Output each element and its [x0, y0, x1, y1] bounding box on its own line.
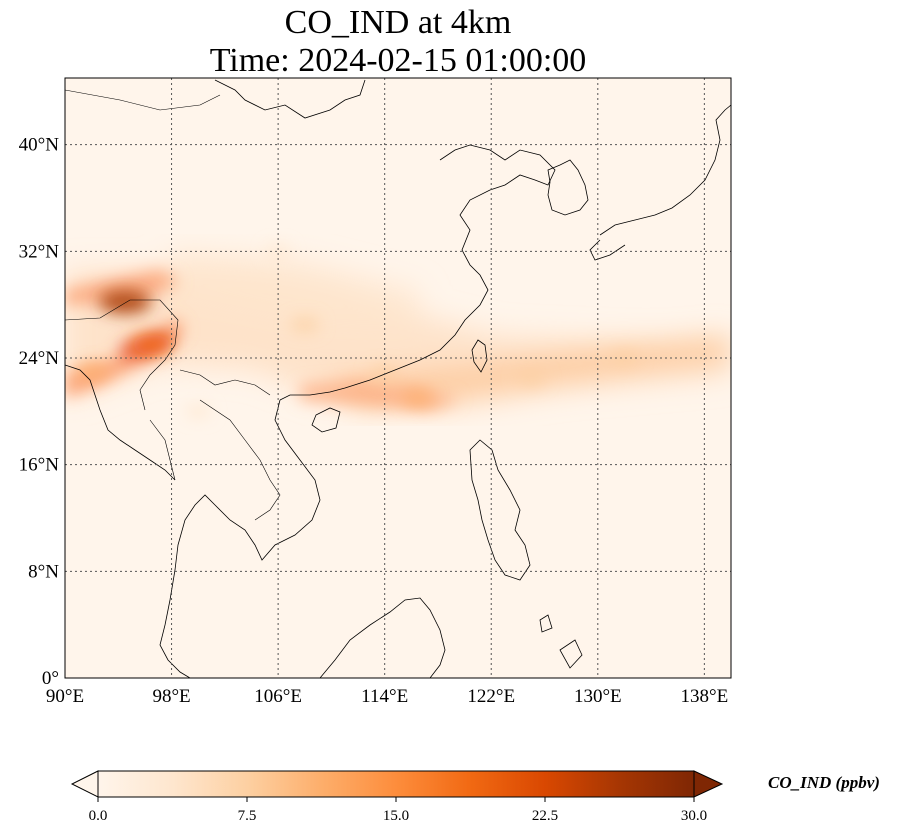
colorbar-tick-label: 22.5: [532, 808, 558, 824]
lon-tick-label: 114°E: [361, 686, 408, 707]
map-frame: [64, 77, 732, 679]
map-subtitle-time: Time: 2024-02-15 01:00:00: [209, 42, 587, 79]
korea-coastline: [547, 159, 589, 216]
plume-hotspot: [289, 317, 320, 332]
plume-hotspot: [98, 290, 152, 314]
philippines-coastline: [469, 439, 531, 581]
lat-tick-label: 0°: [42, 668, 59, 689]
lat-tick-label: 24°N: [19, 348, 60, 369]
map-title: CO_IND at 4km: [284, 4, 512, 41]
lat-tick-label: 32°N: [19, 241, 60, 262]
northern-faint-band: [170, 250, 420, 330]
latitude-tick-labels: 0° 8°N 16°N 24°N 32°N 40°N: [19, 135, 60, 689]
colorbar-tick-label: 7.5: [238, 808, 257, 824]
lon-tick-label: 130°E: [574, 686, 622, 707]
lon-tick-label: 90°E: [46, 686, 84, 707]
coastlines: [65, 79, 731, 678]
plume-hotspot: [185, 405, 211, 418]
country-borders: [65, 89, 281, 521]
west-plume-upper: [65, 270, 180, 305]
colorbar-tick-label: 0.0: [89, 808, 108, 824]
lon-tick-label: 106°E: [254, 686, 302, 707]
island-coastline: [539, 614, 583, 669]
borneo-coastline: [319, 597, 446, 678]
plume-hotspot: [610, 351, 639, 365]
colorbar: 0.0 7.5 15.0 22.5 30.0 CO_IND (ppbv): [70, 770, 880, 824]
plume-hotspot: [266, 245, 290, 258]
lon-tick-label: 138°E: [681, 686, 729, 707]
plume-hotspot: [517, 371, 546, 385]
colorbar-ticks: 0.0 7.5 15.0 22.5 30.0: [89, 797, 707, 824]
colorbar-label: CO_IND (ppbv): [768, 773, 880, 792]
colorbar-extend-min: [70, 770, 99, 798]
colorbar-tick-label: 30.0: [681, 808, 707, 824]
plume-hotspot: [74, 363, 109, 380]
lon-tick-label: 98°E: [152, 686, 190, 707]
plume-hotspot: [401, 390, 434, 406]
china-coastline: [214, 79, 556, 401]
longitude-tick-labels: 90°E 98°E 106°E 114°E 122°E 130°E 138°E: [46, 686, 728, 707]
plume-hotspot: [130, 335, 173, 355]
taiwan-coastline: [471, 339, 488, 373]
lat-tick-label: 40°N: [19, 135, 60, 156]
colorbar-gradient: [97, 770, 695, 798]
hainan-coastline: [311, 407, 341, 433]
indochina-coastline: [65, 364, 321, 678]
gridlines: [65, 78, 731, 678]
colorbar-tick-label: 15.0: [383, 808, 409, 824]
lon-tick-label: 122°E: [467, 686, 515, 707]
lat-tick-label: 16°N: [19, 455, 60, 476]
lat-tick-label: 8°N: [28, 561, 59, 582]
colorbar-extend-max: [693, 770, 724, 798]
